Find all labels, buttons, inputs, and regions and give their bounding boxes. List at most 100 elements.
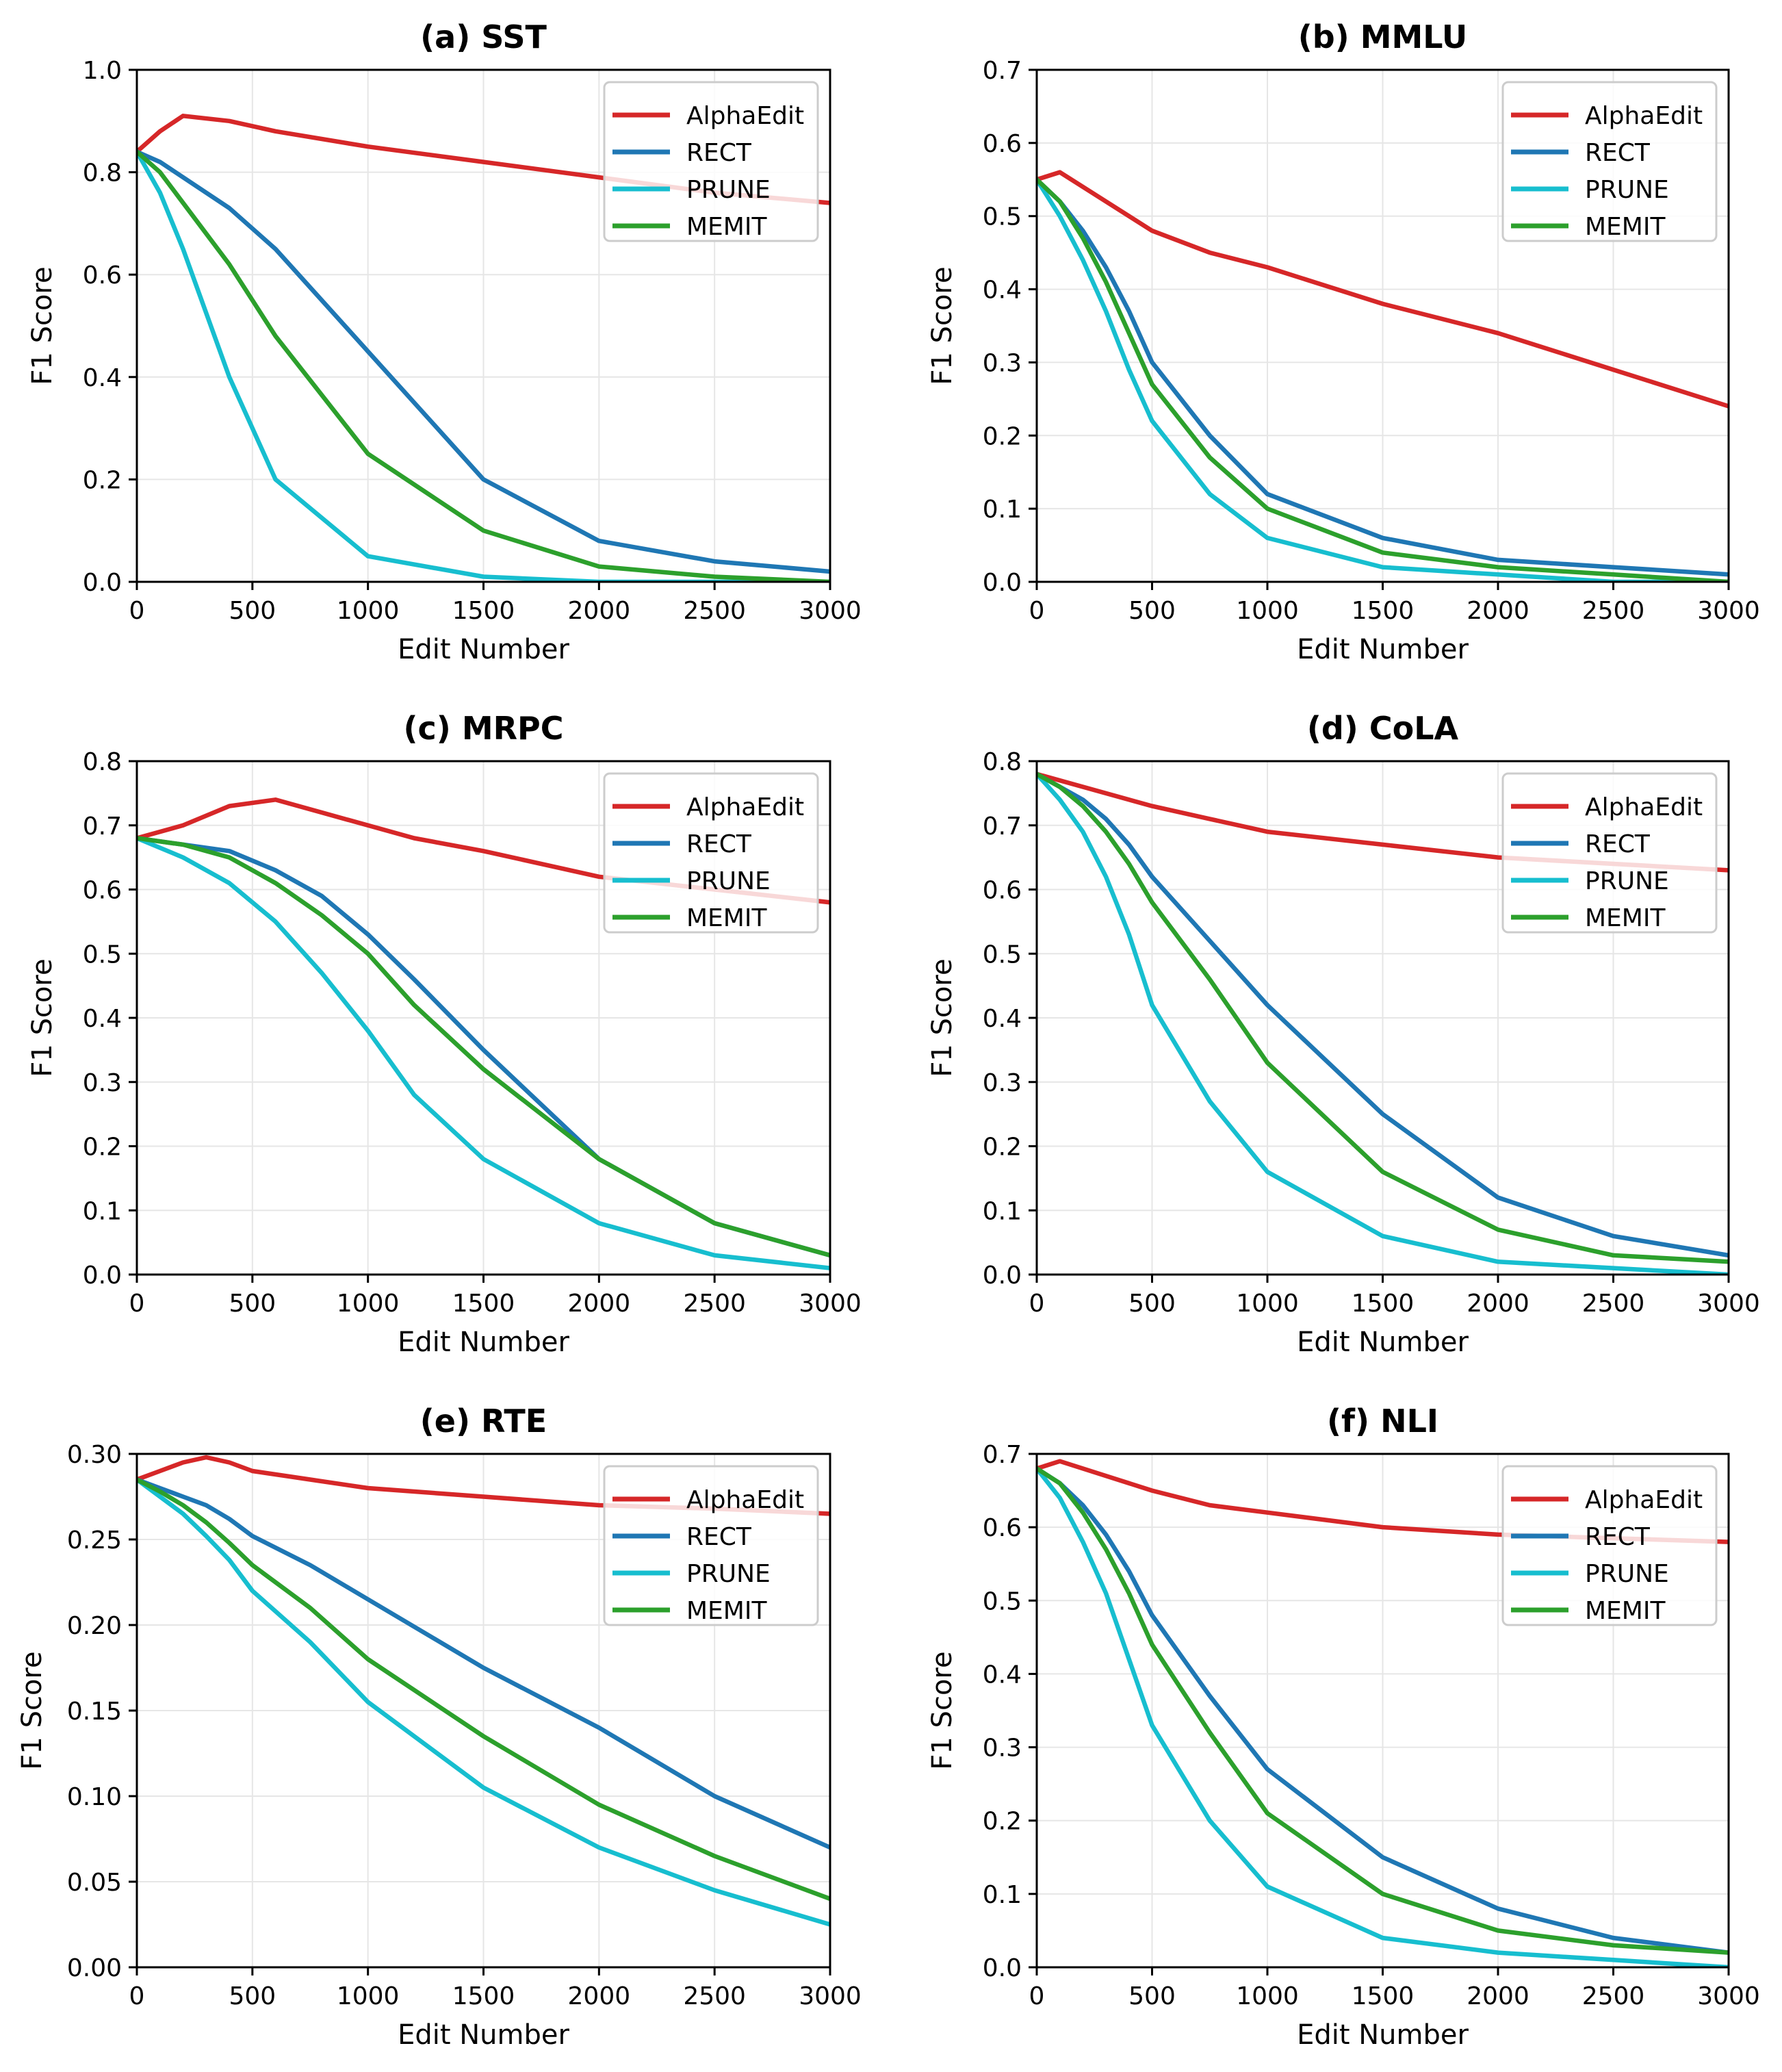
chart-title: (d) CoLA	[1307, 710, 1459, 747]
legend-label-prune: PRUNE	[1585, 1560, 1669, 1588]
x-tick-label: 2000	[568, 1290, 631, 1318]
x-tick-label: 2000	[568, 597, 631, 625]
series-line-prune	[137, 149, 830, 582]
y-tick-label: 0.6	[83, 261, 122, 290]
x-tick-label: 0	[129, 1290, 145, 1318]
x-axis-label: Edit Number	[1297, 634, 1469, 665]
legend-label-prune: PRUNE	[686, 176, 771, 204]
x-tick-label: 1000	[1236, 597, 1299, 625]
y-tick-label: 0.0	[983, 1954, 1022, 1982]
y-tick-label: 0.4	[983, 277, 1022, 305]
x-tick-label: 500	[1128, 597, 1176, 625]
x-tick-label: 3000	[799, 1982, 862, 2010]
x-tick-label: 3000	[799, 1290, 862, 1318]
x-tick-label: 0	[1029, 1290, 1045, 1318]
legend: AlphaEdit RECT PRUNE MEMIT	[603, 772, 819, 934]
y-axis-label: F1 Score	[27, 958, 58, 1077]
y-tick-label: 0.4	[83, 364, 122, 392]
y-axis-label: F1 Score	[16, 1651, 48, 1769]
series-group	[1037, 771, 1729, 1275]
y-tick-label: 0.8	[83, 748, 122, 776]
legend: AlphaEdit RECT PRUNE MEMIT	[603, 81, 819, 242]
y-tick-label: 0.2	[983, 1808, 1022, 1836]
y-axis-label: F1 Score	[927, 1651, 958, 1769]
legend-box	[603, 772, 819, 934]
legend-label-memit: MEMIT	[1585, 213, 1666, 241]
legend-box	[603, 1465, 819, 1626]
series-line-prune	[137, 835, 830, 1270]
x-tick-label: 3000	[1697, 1982, 1760, 2010]
y-tick-label: 0.8	[983, 748, 1022, 776]
series-line-rect	[1037, 176, 1729, 577]
legend-box	[1501, 1465, 1718, 1626]
y-tick-label: 0.0	[983, 1262, 1022, 1290]
y-tick-label: 0.1	[983, 1197, 1022, 1225]
y-tick-label: 0.7	[83, 813, 122, 841]
x-tick-label: 1500	[1352, 597, 1415, 625]
y-tick-label: 0.7	[983, 1441, 1022, 1469]
x-tick-label: 1000	[337, 597, 400, 625]
y-tick-label: 0.2	[983, 422, 1022, 450]
x-axis-label: Edit Number	[398, 1327, 569, 1358]
legend-label-memit: MEMIT	[1585, 1597, 1666, 1625]
x-tick-label: 2000	[568, 1982, 631, 2010]
x-tick-label: 1500	[1352, 1982, 1415, 2010]
x-tick-label: 0	[129, 1982, 145, 2010]
x-tick-label: 1000	[337, 1290, 400, 1318]
x-tick-label: 2000	[1467, 1290, 1529, 1318]
x-tick-label: 500	[229, 597, 276, 625]
legend: AlphaEdit RECT PRUNE MEMIT	[603, 1465, 819, 1626]
series-line-alphaedit	[1037, 170, 1729, 409]
x-tick-label: 1500	[452, 1982, 515, 2010]
y-tick-label: 0.5	[983, 1587, 1022, 1615]
series-line-prune	[137, 1476, 830, 1927]
y-tick-label: 0.0	[83, 569, 122, 597]
chart-title: (c) MRPC	[404, 710, 564, 747]
y-tick-label: 0.7	[983, 57, 1022, 85]
series-line-rect	[137, 149, 830, 574]
x-tick-label: 1000	[337, 1982, 400, 2010]
legend-label-prune: PRUNE	[1585, 867, 1669, 895]
legend-label-memit: MEMIT	[686, 904, 767, 932]
y-tick-label: 0.2	[83, 1134, 122, 1162]
x-tick-label: 2500	[1582, 597, 1645, 625]
legend-label-memit: MEMIT	[686, 1597, 767, 1625]
subplot-4: 0 500 1000 1500 2000 2500 3000 0.0 0.1 0.2 0.3 0.4 0…	[927, 710, 1760, 1358]
y-axis-label: F1 Score	[927, 958, 958, 1077]
series-line-rect	[1037, 771, 1729, 1258]
legend-label-rect: RECT	[1585, 1523, 1651, 1551]
y-tick-label: 0.30	[67, 1441, 122, 1469]
x-tick-label: 2500	[683, 597, 746, 625]
legend-box	[1501, 81, 1718, 242]
series-line-prune	[1037, 771, 1729, 1275]
x-tick-label: 0	[129, 597, 145, 625]
x-axis-label: Edit Number	[1297, 2019, 1469, 2051]
x-tick-label: 0	[1029, 1982, 1045, 2010]
y-tick-label: 0.6	[983, 1514, 1022, 1542]
y-tick-label: 0.7	[983, 813, 1022, 841]
y-tick-label: 0.3	[983, 1735, 1022, 1763]
y-tick-label: 0.05	[67, 1869, 122, 1897]
y-tick-label: 0.2	[983, 1134, 1022, 1162]
x-tick-label: 1500	[452, 597, 515, 625]
y-tick-label: 0.0	[83, 1262, 122, 1290]
y-tick-label: 0.4	[983, 1661, 1022, 1689]
legend-label-alphaedit: AlphaEdit	[1585, 1486, 1703, 1514]
series-line-memit	[137, 149, 830, 582]
series-line-prune	[1037, 1465, 1729, 1967]
legend-label-alphaedit: AlphaEdit	[1585, 102, 1703, 130]
legend-label-prune: PRUNE	[686, 867, 771, 895]
y-tick-label: 0.3	[983, 1069, 1022, 1097]
y-tick-label: 0.3	[983, 349, 1022, 377]
y-tick-label: 0.15	[67, 1698, 122, 1726]
y-tick-label: 0.1	[983, 1881, 1022, 1909]
legend: AlphaEdit RECT PRUNE MEMIT	[1501, 772, 1718, 934]
legend-label-rect: RECT	[686, 1523, 752, 1551]
series-group	[1037, 170, 1729, 582]
y-tick-label: 0.4	[983, 1005, 1022, 1033]
legend-label-memit: MEMIT	[1585, 904, 1666, 932]
x-tick-label: 500	[1128, 1982, 1176, 2010]
legend-label-alphaedit: AlphaEdit	[1585, 793, 1703, 821]
series-line-rect	[137, 1477, 830, 1850]
